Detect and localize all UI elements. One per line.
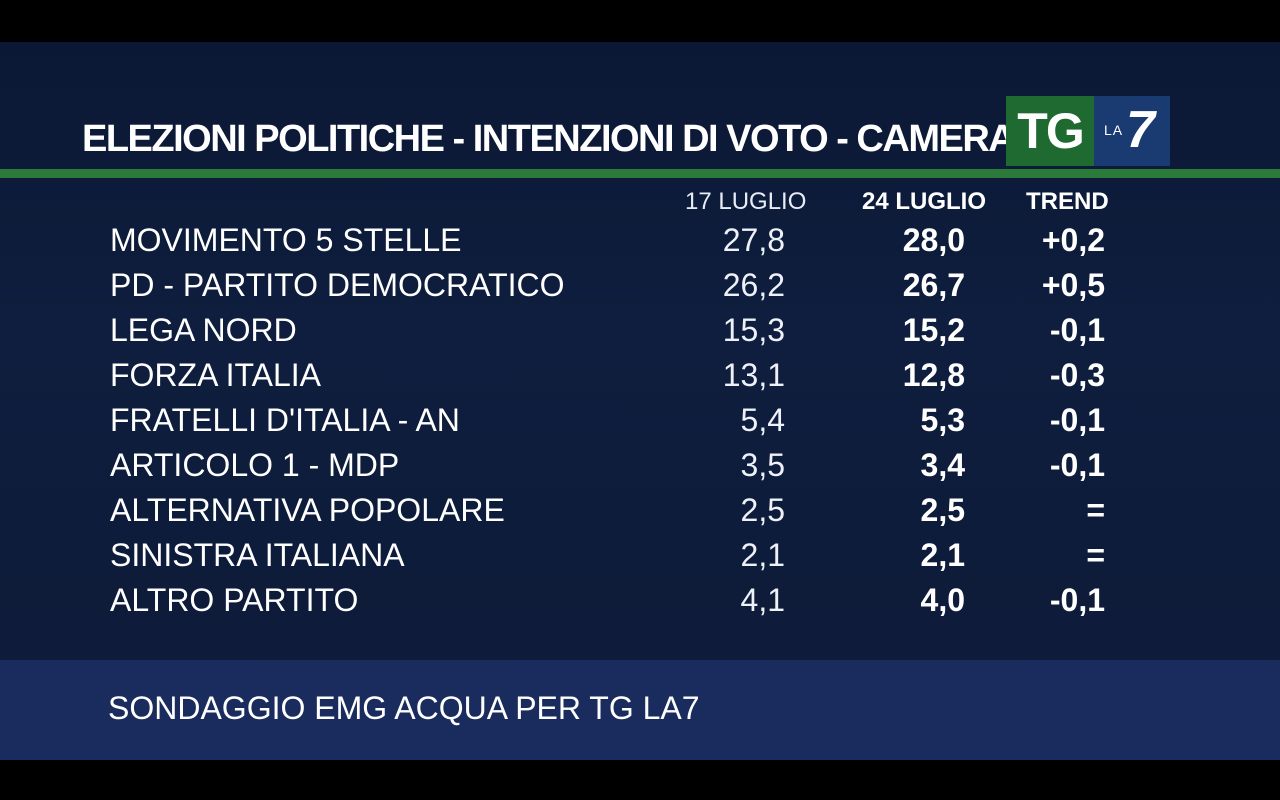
party-name: PD - PARTITO DEMOCRATICO (110, 267, 565, 303)
trend-value: +0,5 (1041, 267, 1105, 303)
source-footer: SONDAGGIO EMG ACQUA PER TG LA7 (0, 660, 1280, 760)
party-name: LEGA NORD (110, 312, 297, 348)
current-value: 5,3 (920, 402, 965, 438)
previous-value: 26,2 (722, 267, 785, 303)
previous-value: 4,1 (740, 582, 785, 618)
trend-value: -0,1 (1049, 312, 1105, 348)
trend-value: = (1086, 537, 1105, 573)
trend-value: +0,2 (1041, 222, 1105, 258)
previous-value: 2,1 (740, 537, 785, 573)
table-row: ALTRO PARTITO 4,1 4,0 -0,1 (0, 580, 1280, 620)
table-row: FRATELLI D'ITALIA - AN 5,4 5,3 -0,1 (0, 400, 1280, 440)
party-name: ARTICOLO 1 - MDP (110, 447, 400, 483)
current-value: 26,7 (902, 267, 965, 303)
party-name: FORZA ITALIA (110, 357, 321, 393)
table-row: FORZA ITALIA 13,1 12,8 -0,3 (0, 355, 1280, 395)
column-header-current: 24 LUGLIO (862, 188, 987, 215)
trend-value: -0,1 (1049, 447, 1105, 483)
previous-value: 5,4 (740, 402, 785, 438)
current-value: 3,4 (920, 447, 965, 483)
previous-value: 3,5 (740, 447, 785, 483)
table-row: SINISTRA ITALIANA 2,1 2,1 = (0, 535, 1280, 575)
tg-la7-logo: TG LA 7 (1006, 96, 1170, 166)
previous-value: 2,5 (740, 492, 785, 528)
table-row: PD - PARTITO DEMOCRATICO 26,2 26,7 +0,5 (0, 265, 1280, 305)
column-header-previous: 17 LUGLIO (685, 188, 807, 215)
current-value: 2,1 (920, 537, 965, 573)
trend-value: -0,1 (1049, 582, 1105, 618)
trend-value: -0,3 (1049, 357, 1105, 393)
current-value: 4,0 (920, 582, 965, 618)
current-value: 28,0 (902, 222, 965, 258)
current-value: 2,5 (920, 492, 965, 528)
trend-value: -0,1 (1049, 402, 1105, 438)
logo-la-text: LA (1104, 122, 1124, 138)
party-name: MOVIMENTO 5 STELLE (110, 222, 462, 258)
table-row: MOVIMENTO 5 STELLE 27,8 28,0 +0,2 (0, 220, 1280, 260)
party-name: FRATELLI D'ITALIA - AN (110, 402, 460, 438)
current-value: 15,2 (902, 312, 965, 348)
party-name: SINISTRA ITALIANA (110, 537, 405, 573)
party-name: ALTRO PARTITO (110, 582, 359, 618)
previous-value: 15,3 (722, 312, 785, 348)
logo-tg: TG (1006, 96, 1094, 166)
table-row: LEGA NORD 15,3 15,2 -0,1 (0, 310, 1280, 350)
previous-value: 13,1 (722, 357, 785, 393)
page-title: ELEZIONI POLITICHE - INTENZIONI DI VOTO … (82, 118, 1016, 160)
source-credit: SONDAGGIO EMG ACQUA PER TG LA7 (108, 690, 700, 726)
logo-seven-text: 7 (1126, 101, 1155, 159)
trend-value: = (1086, 492, 1105, 528)
table-row: ALTERNATIVA POPOLARE 2,5 2,5 = (0, 490, 1280, 530)
column-header-trend: TREND (1026, 188, 1109, 215)
header-divider (0, 169, 1280, 178)
party-name: ALTERNATIVA POPOLARE (110, 492, 505, 528)
poll-graphic: ELEZIONI POLITICHE - INTENZIONI DI VOTO … (0, 42, 1280, 760)
table-row: ARTICOLO 1 - MDP 3,5 3,4 -0,1 (0, 445, 1280, 485)
current-value: 12,8 (902, 357, 965, 393)
logo-la7: LA 7 (1094, 96, 1170, 166)
previous-value: 27,8 (722, 222, 785, 258)
